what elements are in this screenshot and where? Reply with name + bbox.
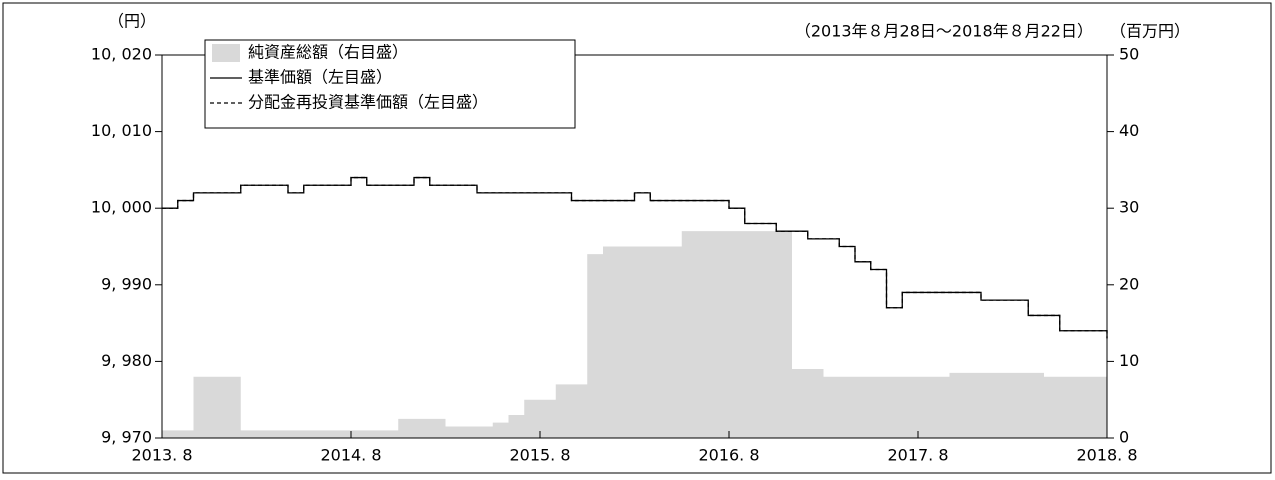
frame	[2, 2, 1272, 474]
y-tick-label: 9, 980	[101, 351, 152, 370]
y-tick-label: 9, 990	[101, 274, 152, 293]
y2-tick-label: 40	[1119, 121, 1139, 140]
x-tick-label: 2018. 8	[1076, 446, 1137, 465]
y2-tick-label: 50	[1119, 45, 1139, 64]
y-axis-label: （円）	[108, 12, 156, 31]
x-tick-label: 2016. 8	[698, 446, 759, 465]
y-tick-label: 10, 020	[91, 45, 152, 64]
x-tick-label: 2013. 8	[131, 446, 192, 465]
legend-swatch	[212, 44, 240, 62]
legend-box	[204, 39, 576, 129]
area	[162, 231, 1107, 438]
y-tick-label: 10, 010	[91, 121, 152, 140]
y2-tick-label: 0	[1119, 428, 1129, 447]
y2-axis-label: （百万円）	[1110, 22, 1190, 41]
y-tick-label: 10, 000	[91, 198, 152, 217]
y-tick-label: 9, 970	[101, 428, 152, 447]
legend-label: 分配金再投資基準価額（左目盛）	[248, 93, 488, 112]
plot-frame	[161, 54, 1108, 439]
line	[162, 176, 1108, 339]
legend-label: 純資産総額（右目盛）	[248, 43, 408, 62]
legend-label: 基準価額（左目盛）	[248, 68, 392, 87]
range-note: （2013年８月28日～2018年８月22日）	[795, 22, 1093, 41]
x-tick-label: 2014. 8	[320, 446, 381, 465]
x-tick-label: 2015. 8	[509, 446, 570, 465]
y2-tick-label: 20	[1119, 274, 1139, 293]
y2-tick-label: 10	[1119, 351, 1139, 370]
x-tick-label: 2017. 8	[887, 446, 948, 465]
y2-tick-label: 30	[1119, 198, 1139, 217]
